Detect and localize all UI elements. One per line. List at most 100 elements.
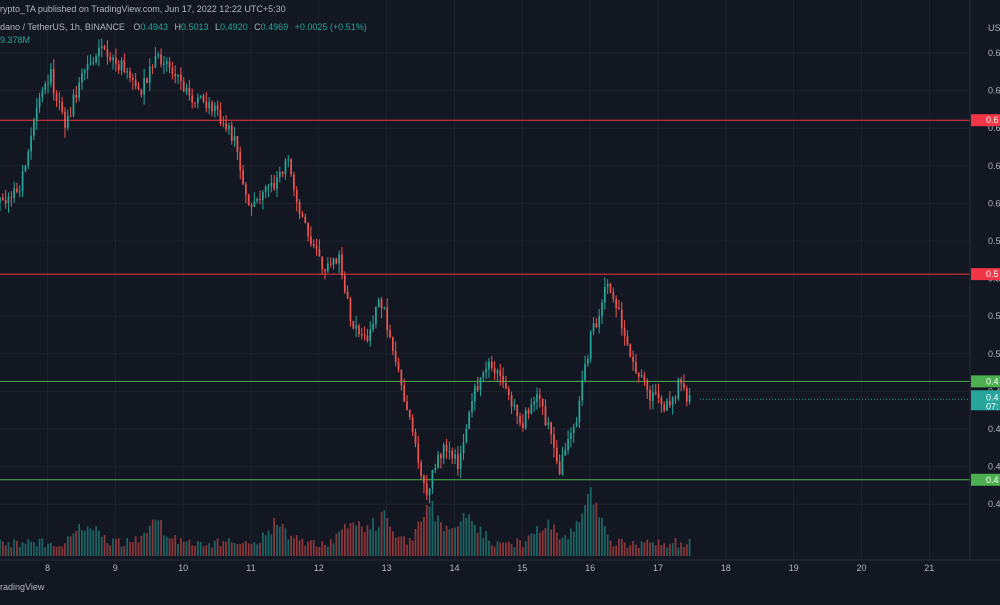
- candle-body: [587, 358, 589, 364]
- candle-body: [163, 63, 165, 65]
- volume-bar: [213, 540, 216, 556]
- candle-body: [615, 298, 618, 308]
- volume-bar: [78, 523, 81, 556]
- volume-bar: [259, 542, 261, 556]
- candle-body: [310, 236, 312, 245]
- volume-bar: [264, 535, 267, 556]
- volume-bar: [417, 521, 420, 556]
- candle-body: [400, 370, 403, 386]
- candle-body: [612, 292, 615, 299]
- volume-bar: [360, 526, 363, 556]
- volume-bar: [349, 522, 352, 556]
- volume-bar: [324, 544, 326, 556]
- volume-bar: [154, 519, 157, 556]
- publisher-line: rypto_TA published on TradingView.com, J…: [0, 4, 286, 14]
- tradingview-brand[interactable]: radingView: [0, 582, 44, 592]
- volume-bar: [24, 543, 27, 556]
- volume-bar: [52, 546, 55, 556]
- candle-body: [151, 66, 154, 68]
- high-value: 0.5013: [180, 22, 209, 32]
- volume-bar: [253, 542, 256, 556]
- candle-body: [10, 196, 13, 198]
- volume-bar: [196, 541, 199, 556]
- volume-bar: [456, 526, 459, 556]
- volume-bar: [363, 531, 366, 556]
- candle-body: [239, 151, 242, 171]
- volume-bar: [157, 520, 160, 556]
- volume-bar: [278, 526, 281, 556]
- brand-text[interactable]: radingView: [0, 582, 45, 592]
- price-tags-layer: 0.60.50.40.40.407:: [971, 114, 1000, 486]
- candle-body: [160, 54, 162, 65]
- volume-bar: [459, 521, 462, 556]
- volume-bar: [524, 541, 527, 556]
- candle-body: [191, 95, 194, 103]
- candle-body: [0, 197, 1, 203]
- time-tick-label: 11: [246, 563, 255, 573]
- candle-body: [434, 467, 437, 471]
- candle-body: [324, 269, 326, 272]
- volume-bar: [564, 535, 567, 556]
- grid-layer: [0, 0, 970, 560]
- candle-body: [533, 401, 536, 405]
- volume-bar: [321, 541, 324, 556]
- volume-bar: [83, 530, 86, 556]
- volume-bar: [482, 537, 485, 556]
- candle-body: [592, 323, 595, 332]
- current-price-countdown: 07:: [986, 401, 999, 411]
- candle-body: [120, 60, 123, 71]
- candle-body: [609, 283, 612, 293]
- candle-body: [553, 434, 555, 448]
- candle-body: [177, 74, 179, 77]
- volume-bar: [239, 544, 242, 556]
- volume-bar: [589, 487, 592, 556]
- volume-bar: [428, 506, 431, 556]
- candle-body: [519, 416, 521, 424]
- volume-bar: [587, 494, 589, 556]
- volume-bar: [137, 542, 140, 556]
- candle-body: [601, 302, 603, 317]
- candle-body: [555, 447, 558, 462]
- candle-body: [346, 291, 349, 299]
- candle-body: [632, 356, 634, 362]
- volume-layer: [0, 487, 691, 556]
- candle-body: [476, 385, 479, 391]
- candle-body: [649, 389, 651, 401]
- low-value: 0.4920: [220, 22, 248, 32]
- volume-bar: [448, 529, 451, 556]
- volume-bar: [618, 538, 620, 556]
- candle-body: [507, 388, 510, 395]
- volume-bar: [391, 531, 394, 556]
- volume-bar: [284, 528, 287, 556]
- candle-body: [148, 66, 151, 83]
- volume-bar: [13, 539, 16, 556]
- volume-bar: [219, 546, 222, 556]
- candle-body: [366, 335, 369, 341]
- candle-body: [261, 192, 264, 200]
- volume-bar: [115, 539, 117, 556]
- price-unit-label: USD: [988, 23, 1000, 33]
- volume-bar: [315, 546, 318, 556]
- candle-body: [671, 397, 674, 406]
- symbol-text[interactable]: dano / TetherUS, 1h, BINANCE: [0, 22, 125, 32]
- current-price-tag: [971, 390, 1000, 411]
- candle-body: [668, 400, 671, 406]
- volume-bar: [318, 547, 321, 556]
- volume-bar: [81, 530, 83, 556]
- volume-bar: [281, 523, 284, 556]
- price-tick-label: 0.6: [988, 123, 1000, 133]
- candle-body: [66, 115, 69, 128]
- volume-bar: [117, 538, 120, 556]
- support-lower-tag-label: 0.4: [986, 475, 999, 485]
- volume-bar: [652, 542, 654, 556]
- candle-body: [38, 97, 41, 108]
- candle-body: [230, 125, 233, 141]
- candle-body: [459, 453, 462, 470]
- volume-bar: [355, 525, 357, 556]
- volume-bar: [245, 541, 247, 556]
- candle-body: [208, 102, 211, 109]
- volume-bar: [668, 544, 671, 556]
- candle-body: [165, 61, 168, 64]
